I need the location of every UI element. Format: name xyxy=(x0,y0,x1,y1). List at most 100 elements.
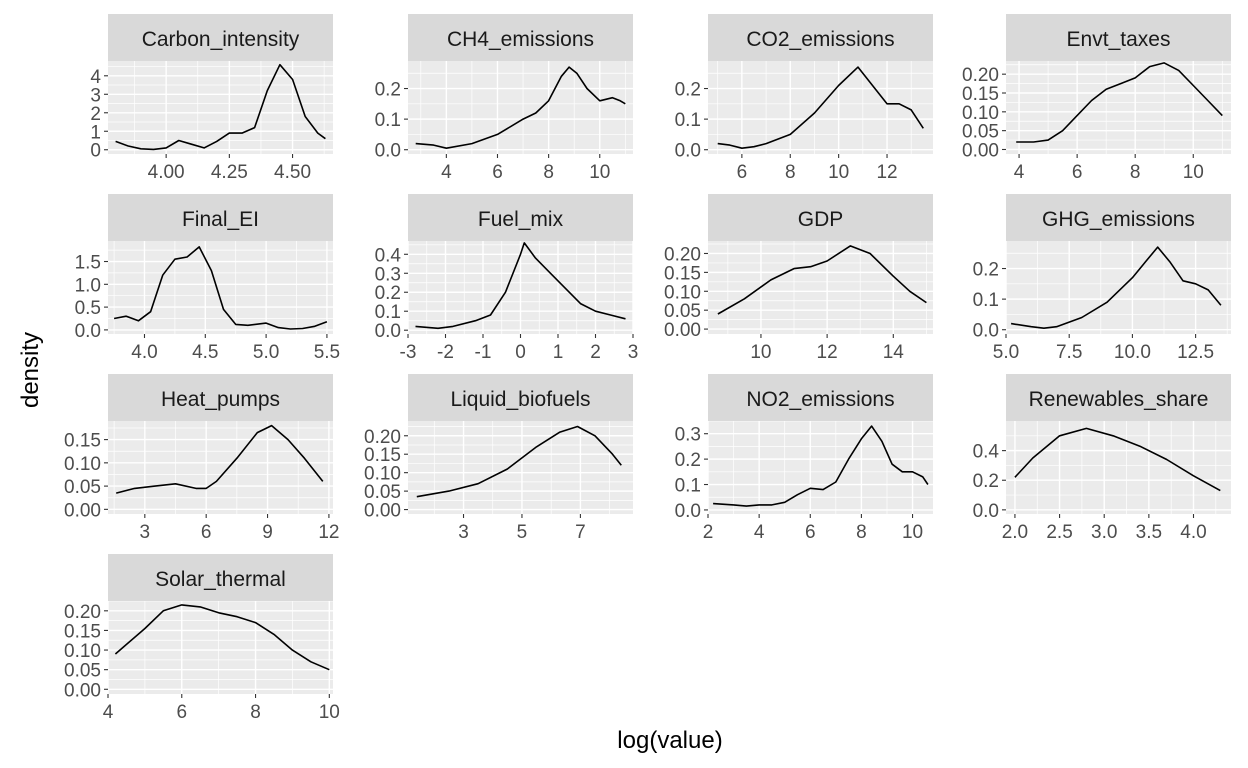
y-tick-label: 1 xyxy=(90,122,101,143)
facet-strip xyxy=(408,374,633,421)
density-line xyxy=(115,63,326,151)
y-tick-label: 0.15 xyxy=(962,84,999,105)
y-tick-label: 0.1 xyxy=(675,476,701,497)
y-tick-label: 1.5 xyxy=(75,253,101,274)
facet-strip xyxy=(108,374,333,421)
y-tick-label: 0.15 xyxy=(364,445,401,466)
x-tick-label: 10 xyxy=(828,162,849,183)
panel-background xyxy=(1006,421,1231,514)
x-tick-label: 2.5 xyxy=(1046,522,1072,543)
x-tick-label: 4 xyxy=(441,162,452,183)
panel-background xyxy=(108,421,333,514)
x-tick-label: 4 xyxy=(1014,162,1025,183)
x-tick-label: 8 xyxy=(250,702,261,723)
y-tick-label: 4 xyxy=(90,67,101,88)
y-tick-label: 0.4 xyxy=(973,442,1000,463)
y-tick-label: 0.0 xyxy=(375,321,401,342)
x-tick-label: 8 xyxy=(856,522,867,543)
x-tick-label: 4 xyxy=(103,702,114,723)
y-tick-label: 0.20 xyxy=(64,602,101,623)
y-tick-label: 0.1 xyxy=(375,302,401,323)
facet-strip xyxy=(708,14,933,61)
facet-Renewables_share: Renewables_share 2.0 2.5 3.0 3.5 4.0 0.0 0.2 0.4 xyxy=(973,374,1231,543)
x-tick-label: 7 xyxy=(575,522,586,543)
x-tick-label: 5.0 xyxy=(993,342,1019,363)
y-tick-label: 3 xyxy=(90,85,101,106)
y-tick-label: 0.10 xyxy=(64,641,101,662)
y-tick-label: 0.0 xyxy=(675,141,701,162)
facet-title: Final_EI xyxy=(182,208,259,231)
panel-background xyxy=(108,61,333,154)
x-tick-label: 2.0 xyxy=(1002,522,1028,543)
x-tick-label: 8 xyxy=(785,162,796,183)
x-tick-label: 12 xyxy=(876,162,897,183)
facet-strip xyxy=(1006,14,1231,61)
y-tick-label: 0.0 xyxy=(375,141,401,162)
y-tick-label: 0.10 xyxy=(364,464,401,485)
y-tick-label: 0.1 xyxy=(375,110,401,131)
y-tick-label: 0.05 xyxy=(364,482,401,503)
y-tick-label: 0.05 xyxy=(64,477,101,498)
panel-background xyxy=(708,421,933,514)
gridlines xyxy=(708,61,933,154)
panel-background xyxy=(1006,241,1231,334)
facet-strip xyxy=(1006,194,1231,241)
y-tick-label: 0.15 xyxy=(664,263,701,284)
x-tick-label: 6 xyxy=(176,702,187,723)
y-tick-label: 0.2 xyxy=(973,471,999,492)
x-tick-label: -3 xyxy=(400,342,417,363)
panel-background xyxy=(408,61,633,154)
gridlines xyxy=(108,421,333,514)
facet-title: Solar_thermal xyxy=(155,568,286,591)
gridlines xyxy=(1006,61,1231,154)
y-tick-label: 0.0 xyxy=(973,321,999,342)
y-tick-label: 0.05 xyxy=(64,661,101,682)
x-tick-label: 6 xyxy=(737,162,748,183)
x-tick-label: 6 xyxy=(805,522,816,543)
x-tick-label: 12 xyxy=(318,522,339,543)
x-tick-label: 7.5 xyxy=(1056,342,1082,363)
density-line xyxy=(713,425,929,507)
gridlines xyxy=(108,241,333,334)
y-tick-label: 0.15 xyxy=(64,621,101,642)
gridlines xyxy=(1006,241,1231,334)
y-tick-label: 0.10 xyxy=(962,103,999,124)
facet-GHG_emissions: GHG_emissions 5.0 7.5 10.0 12.5 0.0 0.1 0.2 xyxy=(973,194,1231,363)
y-tick-label: 0.3 xyxy=(675,425,701,446)
x-tick-label: 3.0 xyxy=(1091,522,1117,543)
y-tick-label: 0.05 xyxy=(664,301,701,322)
x-tick-label: -1 xyxy=(475,342,492,363)
facet-strip xyxy=(108,554,333,601)
density-line xyxy=(717,245,927,315)
x-tick-label: 10 xyxy=(319,702,340,723)
density-line xyxy=(415,242,626,330)
x-tick-label: 3 xyxy=(628,342,639,363)
y-tick-label: 2 xyxy=(90,104,101,125)
facet-strip xyxy=(708,194,933,241)
density-line xyxy=(1016,62,1223,143)
facet-strip xyxy=(708,374,933,421)
x-tick-label: 4 xyxy=(754,522,765,543)
x-tick-label: 2 xyxy=(590,342,601,363)
facet-strip xyxy=(1006,374,1231,421)
y-tick-label: 0.20 xyxy=(364,427,401,448)
x-tick-label: 6 xyxy=(1072,162,1083,183)
density-line xyxy=(415,66,626,149)
panel-background xyxy=(708,61,933,154)
x-tick-label: 5 xyxy=(517,522,528,543)
y-tick-label: 0.2 xyxy=(375,80,401,101)
x-tick-label: 10 xyxy=(750,342,771,363)
x-tick-label: 4.5 xyxy=(192,342,218,363)
gridlines xyxy=(408,421,633,514)
facet-GDP: GDP 10 12 14 0.000.050.100.150.20 xyxy=(664,194,933,363)
y-tick-label: 0.0 xyxy=(75,321,101,342)
x-tick-label: 4.25 xyxy=(211,162,248,183)
facet-title: NO2_emissions xyxy=(746,388,894,411)
y-tick-label: 0.2 xyxy=(675,80,701,101)
facet-Fuel_mix: Fuel_mix -3 -2 -1 0 1 2 3 0.00.10.20.30.4 xyxy=(375,194,639,363)
x-tick-label: 10.0 xyxy=(1114,342,1151,363)
facet-Final_EI: Final_EI 4.0 4.5 5.0 5.5 0.00.51.01.5 xyxy=(75,194,340,363)
facet-title: Fuel_mix xyxy=(478,208,564,231)
